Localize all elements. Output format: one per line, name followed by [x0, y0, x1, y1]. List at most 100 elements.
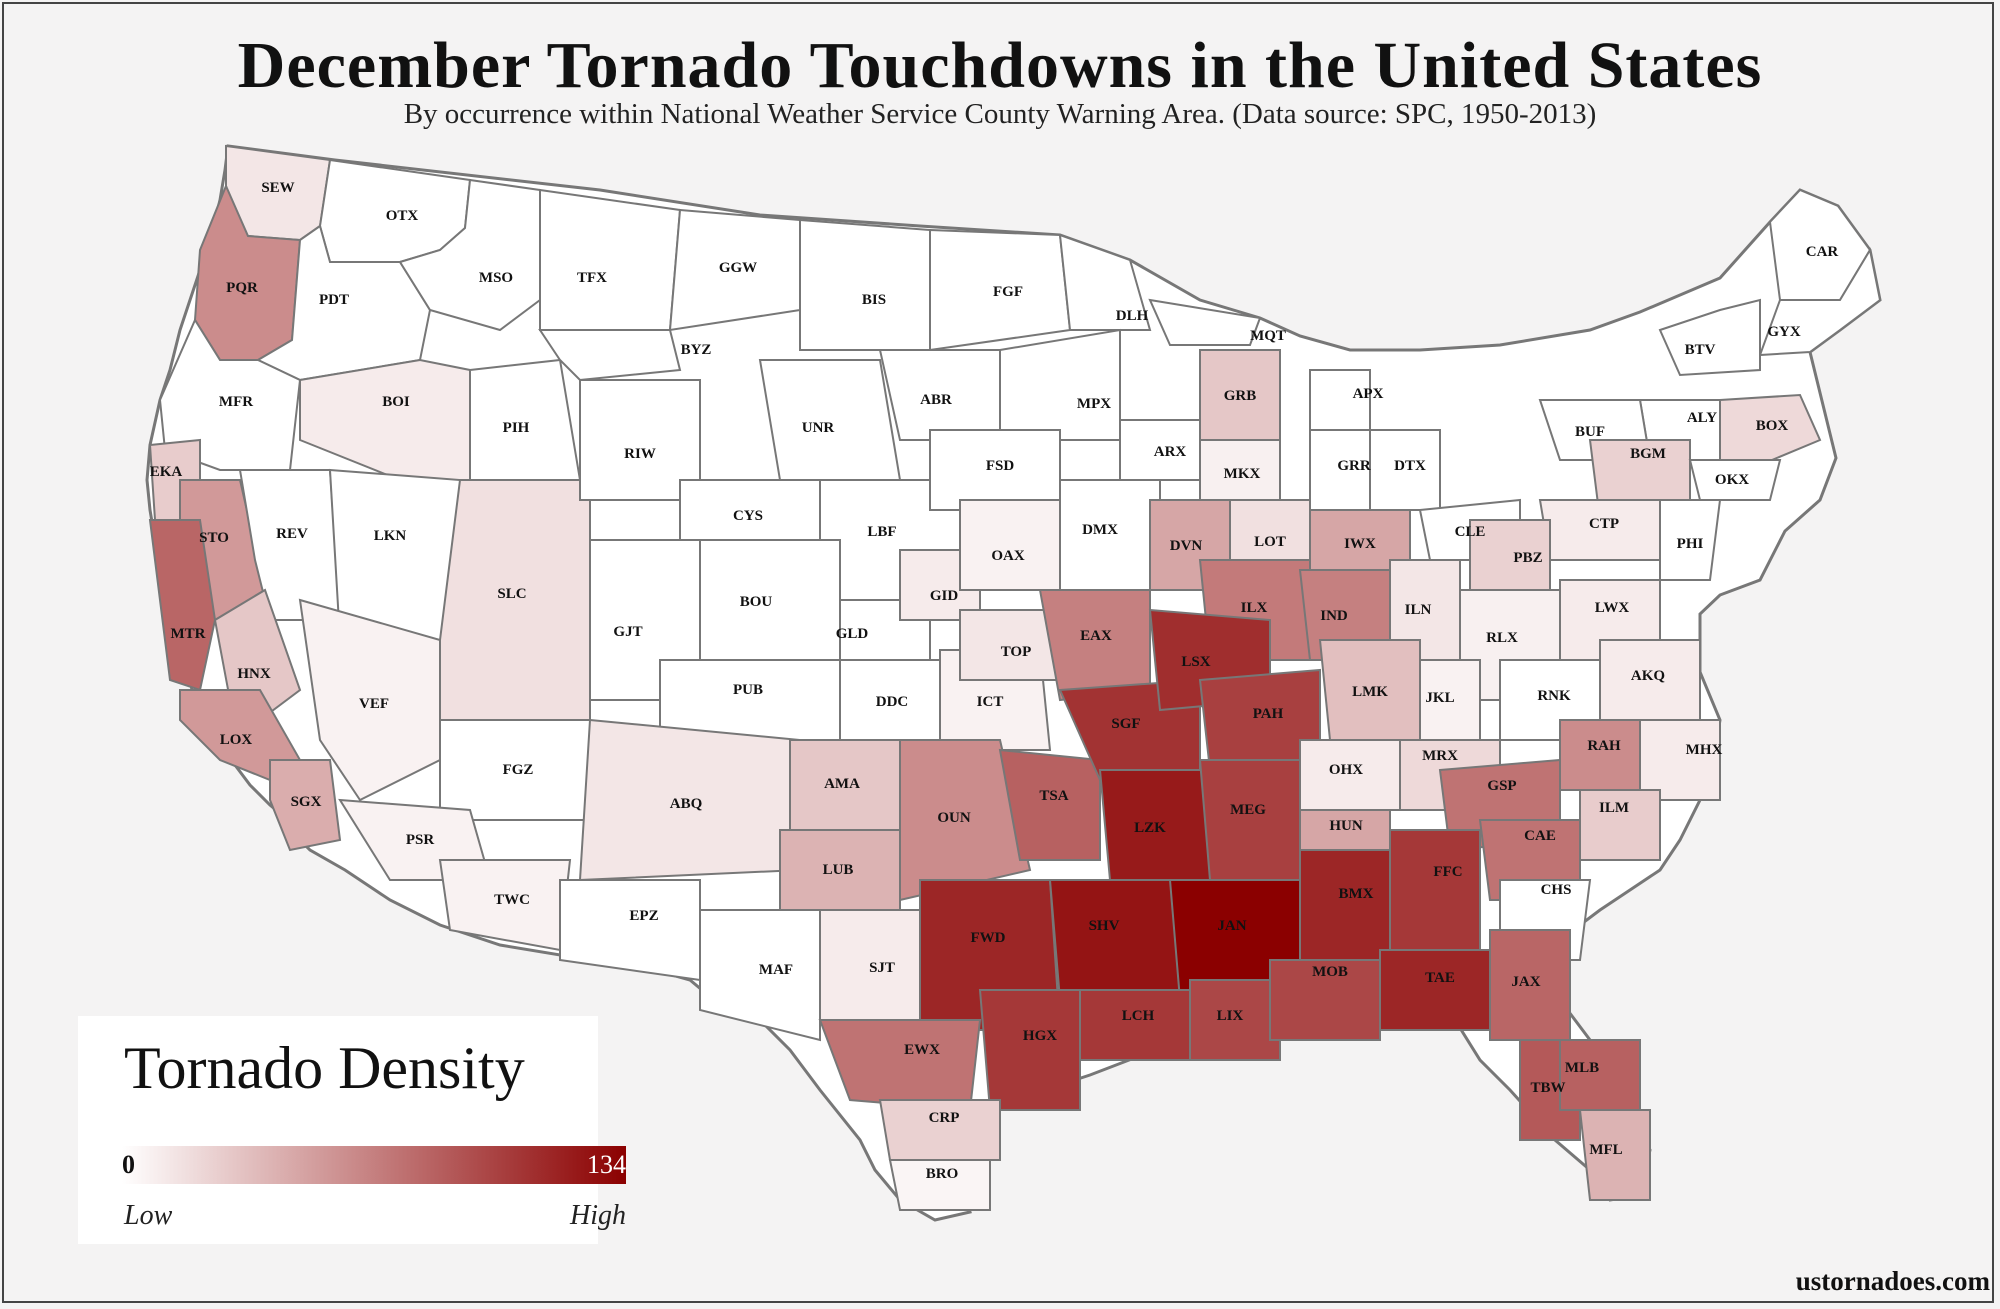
legend-box: Tornado Density 0 134 Low High: [78, 1016, 626, 1244]
region-label-lox: LOX: [220, 732, 253, 748]
region-label-lsx: LSX: [1181, 654, 1210, 670]
region-label-buf: BUF: [1575, 424, 1605, 440]
region-label-pdt: PDT: [319, 292, 349, 308]
region-label-meg: MEG: [1230, 802, 1266, 818]
region-label-lwx: LWX: [1595, 600, 1630, 616]
region-label-mtr: MTR: [171, 626, 206, 642]
region-rah: [1559, 719, 1641, 791]
region-label-ctp: CTP: [1589, 516, 1619, 532]
region-label-ilm: ILM: [1599, 800, 1629, 816]
region-ilm: [1579, 789, 1661, 861]
region-label-pah: PAH: [1253, 706, 1284, 722]
region-label-cle: CLE: [1455, 524, 1486, 540]
region-label-pbz: PBZ: [1513, 550, 1542, 566]
region-btv: [1658, 298, 1761, 377]
region-label-tsa: TSA: [1039, 788, 1068, 804]
region-label-ict: ICT: [977, 694, 1004, 710]
region-label-mfl: MFL: [1589, 1142, 1622, 1158]
region-mob: [1269, 959, 1381, 1041]
region-gyx: [1758, 247, 1882, 357]
region-label-ama: AMA: [824, 776, 860, 792]
region-label-boi: BOI: [382, 394, 410, 410]
region-vef: [298, 598, 441, 802]
region-eax: [1038, 589, 1151, 702]
region-oun: [899, 739, 1032, 902]
region-label-rnk: RNK: [1537, 688, 1571, 704]
region-label-cys: CYS: [733, 508, 763, 524]
region-label-maf: MAF: [759, 962, 793, 978]
region-mhx: [1639, 719, 1721, 801]
region-label-dvn: DVN: [1170, 538, 1203, 554]
region-lix: [1189, 979, 1281, 1061]
region-label-riw: RIW: [624, 446, 656, 462]
region-label-cae: CAE: [1524, 828, 1556, 844]
region-label-eax: EAX: [1080, 628, 1112, 644]
region-label-jax: JAX: [1511, 974, 1540, 990]
region-label-dlh: DLH: [1116, 308, 1149, 324]
region-label-sto: STO: [199, 530, 229, 546]
region-label-eka: EKA: [150, 464, 183, 480]
region-ffc: [1389, 829, 1481, 961]
region-label-twc: TWC: [494, 892, 530, 908]
region-label-mfr: MFR: [219, 394, 253, 410]
region-label-ddc: DDC: [876, 694, 909, 710]
region-label-box: BOX: [1756, 418, 1789, 434]
region-label-slc: SLC: [497, 586, 526, 602]
source-credit: ustornadoes.com: [1795, 1266, 1990, 1296]
region-label-iln: ILN: [1405, 602, 1432, 618]
region-label-unr: UNR: [802, 420, 835, 436]
region-mqt: [1148, 298, 1262, 346]
legend-high-label: High: [570, 1200, 626, 1231]
region-label-bro: BRO: [926, 1166, 959, 1182]
region-shv: [1048, 879, 1181, 1001]
region-label-ind: IND: [1320, 608, 1348, 624]
region-label-mkx: MKX: [1224, 466, 1261, 482]
region-label-hun: HUN: [1329, 818, 1363, 834]
region-label-lch: LCH: [1122, 1008, 1155, 1024]
region-label-btv: BTV: [1685, 342, 1716, 358]
region-label-mlb: MLB: [1565, 1060, 1599, 1076]
region-dlh: [1058, 233, 1152, 331]
region-label-jkl: JKL: [1425, 690, 1454, 706]
region-label-chs: CHS: [1541, 882, 1572, 898]
region-label-rev: REV: [276, 526, 308, 542]
region-label-tbw: TBW: [1530, 1080, 1565, 1096]
region-label-mso: MSO: [479, 270, 513, 286]
region-phi: [1659, 499, 1722, 581]
region-label-bmx: BMX: [1339, 886, 1374, 902]
region-label-tfx: TFX: [577, 270, 607, 286]
region-label-rah: RAH: [1587, 738, 1621, 754]
region-label-dmx: DMX: [1082, 522, 1118, 538]
region-hnx: [213, 588, 302, 722]
region-label-sgx: SGX: [291, 794, 322, 810]
region-label-lzk: LZK: [1134, 820, 1166, 836]
region-label-otx: OTX: [386, 208, 419, 224]
region-label-jan: JAN: [1217, 918, 1246, 934]
region-label-aly: ALY: [1687, 410, 1717, 426]
region-hgx: [978, 989, 1081, 1111]
region-label-bgm: BGM: [1630, 446, 1666, 462]
region-label-gjt: GJT: [613, 624, 642, 640]
region-label-sjt: SJT: [869, 960, 895, 976]
region-label-crp: CRP: [929, 1110, 960, 1126]
region-label-phi: PHI: [1677, 536, 1704, 552]
legend-low-label: Low: [124, 1200, 173, 1231]
region-label-lbf: LBF: [867, 524, 896, 540]
region-label-epz: EPZ: [629, 908, 658, 924]
region-label-lot: LOT: [1254, 534, 1286, 550]
region-bis: [799, 218, 931, 351]
region-label-grb: GRB: [1224, 388, 1257, 404]
legend-min-value: 0: [122, 1150, 135, 1179]
region-tfx: [539, 188, 682, 331]
region-label-top: TOP: [1001, 644, 1032, 660]
region-label-lkn: LKN: [374, 528, 407, 544]
region-label-vef: VEF: [359, 696, 389, 712]
legend-title: Tornado Density: [124, 1035, 525, 1101]
region-label-apx: APX: [1353, 386, 1384, 402]
region-label-dtx: DTX: [1394, 458, 1426, 474]
region-sgx: [269, 759, 342, 852]
region-label-mpx: MPX: [1077, 396, 1111, 412]
region-pdt: [255, 224, 432, 382]
map-subtitle: By occurrence within National Weather Se…: [403, 98, 1597, 130]
